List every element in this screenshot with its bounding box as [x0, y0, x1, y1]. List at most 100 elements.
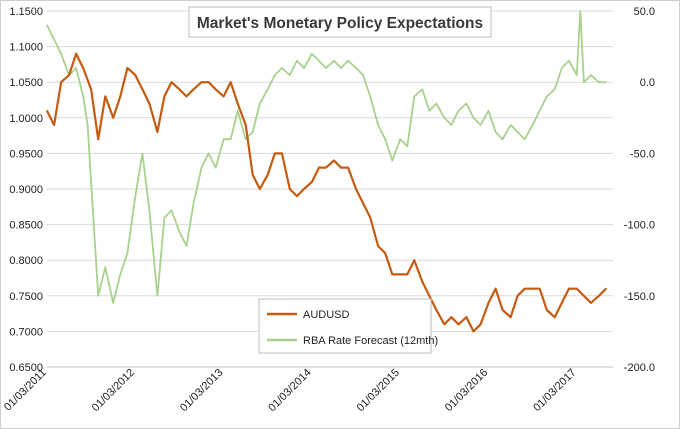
legend-label-rba-rate-forecast: RBA Rate Forecast (12mth) [303, 335, 438, 347]
data-point [141, 88, 144, 91]
data-point [244, 124, 247, 126]
right-axis-ticks: 50.0 0.0 -50.0 -100.0 -150.0 -200.0 [624, 6, 655, 374]
data-point [318, 166, 320, 169]
left-axis-tick-label: 0.9000 [9, 184, 43, 196]
data-point [82, 95, 84, 98]
series-layer [46, 10, 607, 333]
data-point [598, 295, 600, 297]
data-point [82, 67, 84, 69]
data-point [296, 195, 298, 197]
data-point [229, 138, 232, 140]
x-axis-ticks: 01/03/2011 01/03/2012 01/03/2013 01/03/2014… [2, 367, 579, 414]
legend-label-audusd: AUDUSD [303, 309, 350, 321]
x-axis-tick-label: 01/03/2017 [531, 367, 578, 414]
data-point [90, 181, 92, 183]
data-point [516, 295, 519, 297]
data-point [214, 88, 217, 91]
data-point [214, 166, 217, 169]
data-point [236, 102, 239, 105]
data-point [590, 302, 592, 304]
data-point [148, 209, 151, 212]
data-point [479, 124, 482, 126]
series-line-audusd [46, 52, 607, 333]
data-point [289, 188, 291, 190]
data-point [68, 74, 70, 76]
left-axis-tick-label: 1.0500 [9, 77, 43, 89]
data-point [509, 124, 512, 126]
data-point [178, 88, 181, 91]
left-axis-tick-label: 0.8000 [9, 255, 43, 267]
data-point [605, 287, 607, 290]
data-point [487, 302, 490, 304]
data-point [259, 102, 261, 105]
data-point [222, 138, 225, 140]
data-point [362, 74, 364, 76]
data-point [384, 252, 387, 254]
data-point [266, 88, 269, 91]
data-point [46, 24, 48, 27]
data-point [274, 74, 276, 76]
data-point [97, 295, 99, 297]
data-point [590, 74, 592, 76]
data-point [112, 302, 114, 304]
data-point [428, 109, 431, 112]
data-point [531, 287, 534, 290]
data-point [119, 95, 122, 98]
data-point [156, 295, 159, 297]
data-point [311, 52, 313, 55]
data-point [384, 138, 387, 140]
data-point [553, 316, 556, 319]
data-point [457, 323, 460, 326]
data-point [369, 95, 372, 98]
data-point [274, 152, 276, 155]
right-axis-tick-label: 0.0 [640, 77, 655, 89]
data-point [60, 52, 62, 55]
data-point [244, 138, 247, 140]
data-point [538, 287, 541, 290]
data-point [281, 67, 283, 69]
data-point [369, 216, 372, 219]
data-point [340, 67, 342, 69]
series-line-rba-rate-forecast [46, 10, 606, 304]
data-point [516, 131, 519, 133]
right-axis-tick-label: -150.0 [624, 291, 655, 303]
data-point [406, 273, 409, 276]
data-point [75, 67, 77, 69]
data-point [192, 88, 195, 91]
data-point [509, 316, 512, 319]
data-point [501, 138, 504, 140]
data-point [413, 259, 416, 262]
data-point [325, 166, 327, 169]
data-point [598, 81, 600, 83]
data-point [443, 323, 446, 326]
data-point [501, 309, 504, 311]
data-point [494, 131, 497, 133]
data-point [450, 124, 453, 126]
data-point [207, 81, 210, 83]
data-point [406, 145, 409, 148]
data-point [355, 67, 357, 69]
data-point [75, 52, 77, 55]
left-axis-tick-label: 1.1000 [9, 42, 43, 54]
data-point [377, 245, 379, 247]
x-axis-tick-label: 01/03/2015 [355, 367, 402, 414]
data-point [119, 273, 122, 276]
data-point [340, 166, 342, 169]
data-point [355, 188, 357, 190]
data-point [303, 188, 305, 190]
data-point [156, 131, 159, 133]
data-point [333, 159, 335, 162]
data-point [579, 10, 582, 12]
left-axis-tick-label: 0.7500 [9, 291, 43, 303]
data-point [104, 95, 107, 98]
data-point [435, 102, 438, 105]
data-point [170, 209, 173, 212]
data-point [141, 152, 144, 155]
data-point [53, 124, 55, 126]
data-point [568, 60, 570, 62]
right-axis-tick-label: -100.0 [624, 220, 655, 232]
data-point [347, 60, 349, 62]
data-point [472, 117, 475, 119]
data-point [178, 230, 181, 233]
